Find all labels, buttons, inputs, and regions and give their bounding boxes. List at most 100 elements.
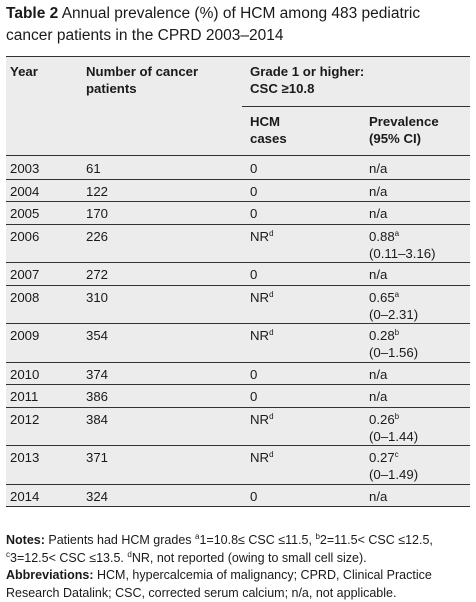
prevalence-footnote-mark: a [394,228,400,238]
hcm-value: 0 [250,267,258,282]
patients-value: 374 [86,366,109,382]
hcm-value: NR [250,328,270,343]
row-divider [6,323,470,324]
hcm-value: NR [250,450,270,465]
cell-year: 2012 [10,411,39,428]
patients-value: 310 [86,289,109,305]
note-grade2: 2=11.5< CSC ≤12.5, [319,533,433,547]
header-patients-line2: patients [86,81,137,96]
row-divider [6,285,470,286]
header-bottom-rule [6,155,470,156]
hcm-value: 0 [250,183,258,199]
cell-patients: 354 [86,327,108,344]
cell-prevalence: n/a [369,488,387,505]
header-patients-line1: Number of cancer [86,64,199,79]
patients-value: 371 [86,450,109,465]
patients-value: 384 [86,411,109,427]
header-grade-line1: Grade 1 or higher: [250,64,365,79]
cell-year: 2007 [10,266,39,283]
row-divider [6,384,470,385]
confidence-interval: (0–1.44) [369,428,419,444]
cell-hcm-cases: 0 [250,205,257,222]
row-divider [6,445,470,446]
year-value: 2004 [10,183,40,199]
prevalence-value: n/a [369,488,388,504]
patients-value: 272 [86,267,109,282]
caption-label: Table 2 [6,5,59,22]
header-hcm-line1: HCM [250,114,281,129]
row-divider [6,224,470,225]
cell-hcm-cases: 0 [250,266,257,283]
prevalence-value: n/a [369,183,388,199]
prevalence-value: 0.88 [369,228,395,244]
caption-text: Annual prevalence (%) of HCM among 483 p… [6,5,421,44]
year-value: 2007 [10,267,40,282]
patients-value: 226 [86,228,109,244]
cell-hcm-cases: NRd [250,449,274,466]
cell-hcm-cases: NRd [250,411,274,428]
year-value: 2003 [10,161,40,176]
header-prevalence-line2: (95% CI) [369,131,422,146]
note-sup-c: c [6,549,10,559]
year-value: 2006 [10,228,40,244]
year-value: 2009 [10,328,40,343]
hcm-value: 0 [250,161,258,176]
prevalence-footnote-mark: c [394,450,399,459]
patients-value: 324 [86,488,109,504]
prevalence-value: 0.65 [369,289,395,305]
prevalence-value: n/a [369,267,388,282]
row-divider [6,362,470,363]
cell-prevalence: 0.27c (0–1.49) [369,449,418,483]
patients-value: 386 [86,389,109,404]
year-value: 2013 [10,450,40,465]
cell-patients: 272 [86,266,108,283]
prevalence-value: 0.26 [369,411,395,427]
prevalence-footnote-mark: b [394,328,400,337]
cell-prevalence: 0.88a (0.11–3.16) [369,228,435,262]
cell-patients: 226 [86,228,108,245]
cell-prevalence: n/a [369,266,387,283]
cell-prevalence: n/a [369,366,387,383]
hcm-footnote-mark: d [269,228,274,238]
abbreviations-paragraph: Abbreviations: HCM, hypercalcemia of mal… [6,567,470,602]
cell-patients: 310 [86,289,108,306]
cell-year: 2010 [10,366,39,383]
hcm-footnote-mark: d [269,411,274,421]
cell-patients: 122 [86,183,108,200]
patients-value: 170 [86,206,109,221]
prevalence-value: n/a [369,366,388,382]
hcm-value: NR [250,411,270,427]
prevalence-table: Year Number of cancer patients Grade 1 o… [6,56,470,507]
year-value: 2010 [10,366,40,382]
row-divider [6,179,470,180]
cell-hcm-cases: NRd [250,289,274,306]
cell-hcm-cases: 0 [250,388,257,405]
table-top-rule [6,56,470,57]
patients-value: 61 [86,161,101,176]
cell-year: 2003 [10,160,39,177]
cell-hcm-cases: 0 [250,366,257,383]
year-value: 2011 [10,389,39,404]
header-year: Year [10,64,38,79]
header-hcm-line2: cases [250,131,287,146]
cell-year: 2011 [10,388,38,405]
note-nr: NR, not reported (owing to small cell si… [131,550,367,565]
year-value: 2008 [10,289,40,305]
cell-year: 2009 [10,327,39,344]
notes-label: Notes: [6,533,45,547]
prevalence-value: 0.27 [369,450,395,465]
row-divider [6,506,470,507]
prevalence-value: 0.28 [369,328,395,343]
cell-patients: 384 [86,411,108,428]
row-divider [6,484,470,485]
prevalence-value: n/a [369,206,388,221]
note-grade3: 3=12.5< CSC ≤13.5. [10,550,124,565]
cell-hcm-cases: NRd [250,327,274,344]
note-grade1: 1=10.8≤ CSC ≤11.5, [199,533,312,547]
cell-patients: 371 [86,449,108,466]
table-notes: Notes: Patients had HCM grades a1=10.8≤ … [6,532,470,602]
cell-year: 2008 [10,289,39,306]
hcm-footnote-mark: d [269,450,274,459]
row-divider [6,262,470,263]
